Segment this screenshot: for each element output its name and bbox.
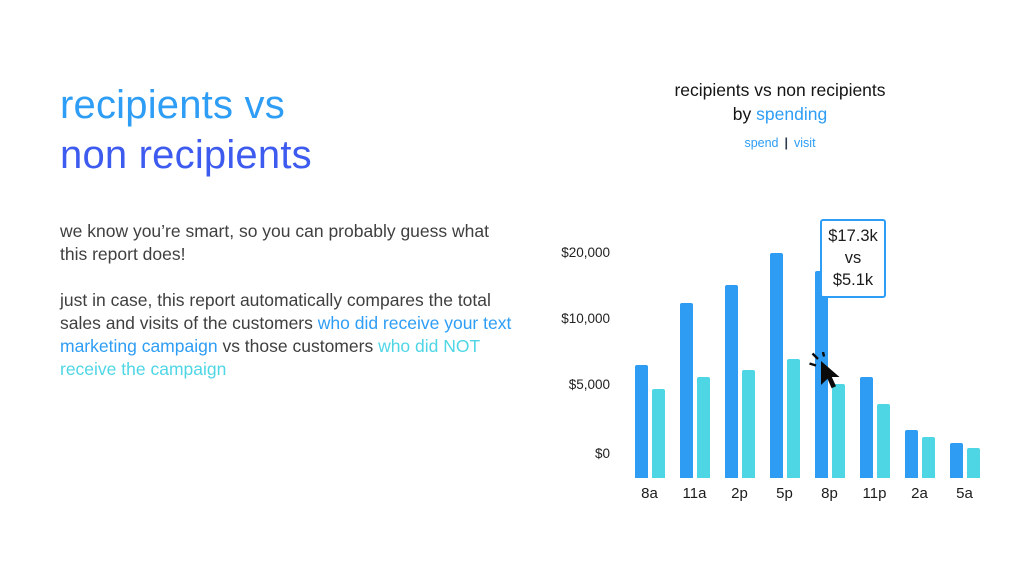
chart-header: recipients vs non recipients by spending… [560,80,1000,150]
bar-recipients-8a[interactable] [634,365,648,478]
x-axis-label-11p: 11p [862,485,887,502]
chart-subtitle: by spending [560,104,1000,125]
bar-non_recipients-8p[interactable] [831,384,845,478]
y-axis-tick: $5,000 [568,377,610,392]
bar-pair [769,248,800,478]
text-segment-cyan: who did NOT receive the campaign [60,336,480,380]
tooltip-non-recipients-value: $5.1k [832,270,874,289]
page-title-line1: recipients vs [60,83,285,127]
chart-metric-toggle: spend | visit [560,136,1000,150]
intro-paragraph-1: we know you’re smart, so you can probabl… [60,221,489,265]
bar-non_recipients-2a[interactable] [921,437,935,478]
bar-pair [679,248,710,478]
bar-non_recipients-2p[interactable] [741,370,755,478]
cursor-icon [809,351,845,399]
intro-paragraph-2: just in case, this report automatically … [60,289,512,381]
page-title-line2: non recipients [60,133,312,177]
intro-section: recipients vs non recipients we know you… [60,80,520,382]
bar-group-11p: 11p [852,248,897,502]
bar-pair [904,248,935,478]
bar-recipients-11p[interactable] [859,377,873,478]
x-axis-label-2p: 2p [731,485,748,502]
bar-groups: 8a 11a 2p 5p 8p 11p 2a 5a [627,248,987,502]
chart-title: recipients vs non recipients [674,80,886,100]
x-axis-label-8a: 8a [641,485,658,502]
text-segment-blue: who did receive your text marketing camp… [60,313,512,357]
metric-tab-divider: | [784,136,789,150]
bar-group-11a: 11a [672,248,717,502]
x-axis-label-5a: 5a [956,485,973,502]
bar-non_recipients-11p[interactable] [876,404,890,478]
tooltip: $17.3k vs $5.1k [820,219,886,299]
chart-subtitle-prefix: by [732,104,757,124]
intro-copy: we know you’re smart, so you can probabl… [60,220,512,382]
bar-pair [859,248,890,478]
bar-recipients-2p[interactable] [724,285,738,478]
bar-pair [634,248,665,478]
tooltip-separator: vs [844,248,862,267]
bar-pair [949,248,980,478]
bar-group-5p: 5p [762,248,807,502]
bar-non_recipients-5a[interactable] [966,448,980,478]
bar-pair [724,248,755,478]
bar-non_recipients-8a[interactable] [651,389,665,478]
metric-tab-spend[interactable]: spend [744,136,779,150]
x-axis-label-8p: 8p [821,485,838,502]
bar-recipients-11a[interactable] [679,303,693,478]
y-axis-tick: $20,000 [561,245,610,260]
tooltip-recipients-value: $17.3k [828,227,878,245]
bar-group-2p: 2p [717,248,762,502]
bar-recipients-5a[interactable] [949,443,963,478]
bar-group-2a: 2a [897,248,942,502]
bar-group-8a: 8a [627,248,672,502]
bar-recipients-5p[interactable] [769,253,783,478]
chart-subtitle-metric: spending [756,104,828,124]
bar-non_recipients-5p[interactable] [786,359,800,478]
page-title: recipients vs non recipients [60,80,520,180]
y-axis-tick: $0 [594,446,610,461]
x-axis-label-2a: 2a [911,485,928,502]
metric-tab-visit[interactable]: visit [794,136,816,150]
bar-group-5a: 5a [942,248,987,502]
x-axis-label-5p: 5p [776,485,793,502]
text-segment-normal: just in case, this report automatically … [60,290,491,334]
bar-non_recipients-11a[interactable] [696,377,710,478]
x-axis-label-11a: 11a [682,485,707,502]
y-axis: $0 $5,000 $10,000 $20,000 [538,245,610,478]
text-segment-normal: vs those customers [217,336,379,357]
bar-recipients-2a[interactable] [904,430,918,478]
y-axis-tick: $10,000 [561,311,610,326]
